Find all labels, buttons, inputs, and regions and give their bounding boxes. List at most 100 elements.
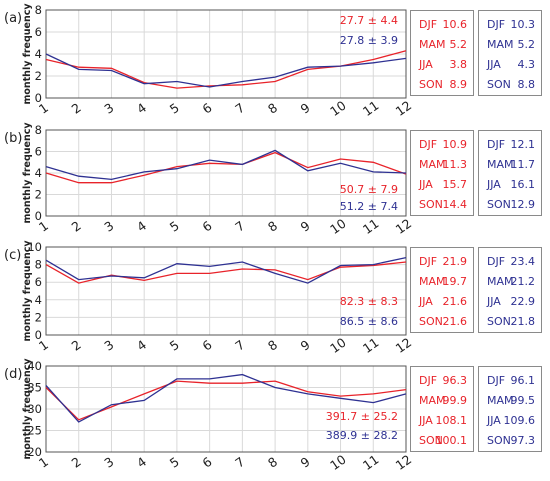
x-tick-label: 7	[232, 454, 247, 471]
y-tick-label: 20	[27, 445, 42, 459]
season-name: SON	[487, 315, 511, 328]
x-tick-label: 3	[101, 218, 116, 235]
y-tick-label: 25	[27, 424, 42, 438]
season-value: 5.2	[449, 38, 468, 51]
season-row: JJA 15.7	[411, 175, 473, 195]
season-name: MAM	[487, 275, 514, 288]
season-name: JJA	[419, 414, 433, 427]
season-name: JJA	[419, 178, 433, 191]
seasonal-stats-blue: DJF 12.1 MAM 11.7 JJA 16.1 SON 12.9	[478, 130, 542, 216]
x-tick-label: 4	[134, 218, 149, 235]
season-name: MAM	[487, 394, 514, 407]
season-row: MAM 99.5	[479, 391, 541, 411]
x-tick-label: 11	[360, 216, 382, 237]
season-name: DJF	[487, 374, 506, 387]
season-row: SON 8.8	[479, 75, 541, 95]
season-value: 3.8	[449, 58, 468, 71]
season-row: MAM 19.7	[411, 272, 473, 292]
x-tick-label: 9	[298, 337, 313, 354]
season-name: JJA	[487, 58, 501, 71]
x-tick-label: 2	[69, 100, 84, 117]
seasonal-stats-red: DJF 96.3 MAM 99.9 JJA 108.1 SON 100.1	[410, 366, 474, 452]
season-value: 11.7	[510, 158, 536, 171]
x-tick-label: 7	[232, 218, 247, 235]
x-tick-label: 1	[36, 454, 51, 471]
season-row: DJF 23.4	[479, 252, 541, 272]
x-tick-label: 5	[167, 454, 182, 471]
total-annotation: 82.3 ± 8.3	[340, 295, 398, 308]
season-value: 21.6	[442, 315, 468, 328]
x-tick-label: 9	[298, 454, 313, 471]
season-row: JJA 4.3	[479, 55, 541, 75]
x-tick-label: 9	[298, 100, 313, 117]
total-annotation: 27.8 ± 3.9	[340, 34, 398, 47]
total-annotation: 389.9 ± 28.2	[326, 429, 398, 442]
y-tick-label: 40	[27, 359, 42, 373]
x-tick-label: 5	[167, 218, 182, 235]
x-tick-label: 8	[265, 337, 280, 354]
x-tick-label: 6	[199, 218, 214, 235]
season-row: DJF 10.3	[479, 15, 541, 35]
x-tick-label: 12	[393, 216, 415, 237]
season-value: 109.6	[503, 414, 536, 427]
y-tick-label: 2	[35, 69, 42, 83]
season-row: MAM 11.3	[411, 155, 473, 175]
season-row: SON 14.4	[411, 195, 473, 215]
season-value: 96.3	[442, 374, 468, 387]
season-name: DJF	[419, 18, 438, 31]
total-annotation: 50.7 ± 7.9	[340, 183, 398, 196]
x-tick-label: 11	[360, 452, 382, 473]
season-name: DJF	[419, 138, 438, 151]
x-tick-label: 11	[360, 98, 382, 119]
season-name: SON	[487, 434, 511, 447]
season-value: 21.2	[510, 275, 536, 288]
series-line-red	[45, 380, 407, 421]
x-tick-label: 10	[327, 216, 349, 237]
x-tick-label: 5	[167, 100, 182, 117]
x-tick-label: 10	[327, 452, 349, 473]
y-tick-label: 4	[35, 293, 42, 307]
season-name: DJF	[487, 138, 506, 151]
season-value: 108.1	[435, 414, 468, 427]
x-tick-label: 9	[298, 218, 313, 235]
x-tick-label: 7	[232, 100, 247, 117]
y-axis-label: monthly frequency	[22, 122, 33, 224]
y-tick-label: 6	[35, 25, 42, 39]
y-axis-label: monthly frequency	[22, 240, 33, 342]
season-row: SON 21.8	[479, 312, 541, 332]
season-row: JJA 3.8	[411, 55, 473, 75]
plot-frame	[45, 365, 407, 453]
series-line-red	[45, 50, 407, 89]
x-tick-label: 4	[134, 337, 149, 354]
season-value: 14.4	[442, 198, 468, 211]
season-name: JJA	[487, 295, 501, 308]
y-tick-label: 6	[35, 275, 42, 289]
y-tick-label: 8	[35, 3, 42, 17]
y-tick-label: 6	[35, 145, 42, 159]
season-name: MAM	[487, 38, 514, 51]
y-tick-label: 0	[35, 91, 42, 105]
season-name: SON	[419, 78, 443, 91]
panel-label: (a)	[4, 11, 22, 26]
x-tick-label: 4	[134, 454, 149, 471]
seasonal-stats-blue: DJF 10.3 MAM 5.2 JJA 4.3 SON 8.8	[478, 10, 542, 96]
x-tick-label: 2	[69, 337, 84, 354]
seasonal-stats-red: DJF 10.6 MAM 5.2 JJA 3.8 SON 8.9	[410, 10, 474, 96]
x-tick-label: 10	[327, 335, 349, 356]
x-tick-label: 6	[199, 454, 214, 471]
x-tick-label: 5	[167, 337, 182, 354]
x-tick-label: 8	[265, 454, 280, 471]
y-tick-label: 2	[35, 310, 42, 324]
y-tick-label: 4	[35, 166, 42, 180]
season-row: SON 12.9	[479, 195, 541, 215]
x-tick-label: 1	[36, 337, 51, 354]
season-value: 22.9	[510, 295, 536, 308]
total-annotation: 27.7 ± 4.4	[340, 14, 398, 27]
season-row: MAM 5.2	[411, 35, 473, 55]
season-name: MAM	[419, 275, 446, 288]
series-line-blue	[45, 149, 407, 181]
